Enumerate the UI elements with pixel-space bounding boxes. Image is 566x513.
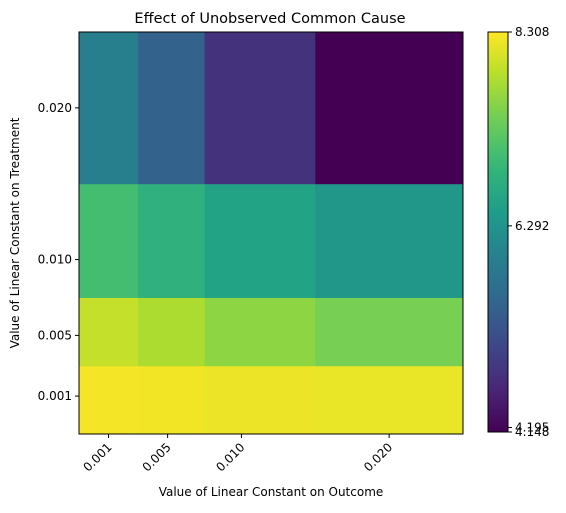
x-tick-label: 0.020 bbox=[361, 440, 395, 474]
x-tick-label: 0.010 bbox=[213, 440, 247, 474]
plot-frame bbox=[78, 31, 464, 435]
colorbar bbox=[487, 31, 509, 433]
heatmap-cell bbox=[138, 32, 206, 185]
heatmap-cell bbox=[79, 297, 139, 367]
colorbar-tick-label: 6.292 bbox=[515, 219, 549, 233]
colorbar-tick-label: 8.308 bbox=[515, 25, 549, 39]
y-tick-label: 0.001 bbox=[38, 389, 72, 403]
x-tick-label: 0.001 bbox=[80, 440, 114, 474]
y-axis-label: Value of Linear Constant on Treatment bbox=[8, 117, 22, 348]
heatmap-cell bbox=[315, 297, 464, 367]
heatmap-cell bbox=[79, 183, 139, 298]
x-axis-label: Value of Linear Constant on Outcome bbox=[159, 485, 384, 499]
heatmap-cells bbox=[79, 32, 464, 435]
heatmap-cell bbox=[315, 365, 464, 435]
heatmap-cell bbox=[315, 183, 464, 298]
heatmap-cell bbox=[138, 365, 206, 435]
y-tick-label: 0.010 bbox=[38, 253, 72, 267]
heatmap-cell bbox=[204, 365, 316, 435]
colorbar-tick-label: 4.148 bbox=[515, 425, 549, 439]
x-tick-label: 0.005 bbox=[140, 440, 174, 474]
colorbar-tick-label: 4.195 bbox=[515, 420, 549, 434]
heatmap-cell bbox=[204, 183, 316, 298]
x-axis-ticks: 0.001 0.005 0.010 0.020 bbox=[80, 434, 395, 474]
chart-title: Effect of Unobserved Common Cause bbox=[134, 11, 405, 27]
heatmap-cell bbox=[315, 32, 464, 185]
heatmap-cell bbox=[79, 365, 139, 435]
heatmap-cell bbox=[204, 297, 316, 367]
heatmap-cell bbox=[138, 297, 206, 367]
y-tick-label: 0.020 bbox=[38, 101, 72, 115]
y-tick-label: 0.005 bbox=[38, 328, 72, 342]
heatmap-cell bbox=[138, 183, 206, 298]
heatmap-cell bbox=[204, 32, 316, 185]
heatmap-cell bbox=[79, 32, 139, 185]
y-axis-ticks: 0.001 0.005 0.010 0.020 bbox=[38, 101, 79, 403]
